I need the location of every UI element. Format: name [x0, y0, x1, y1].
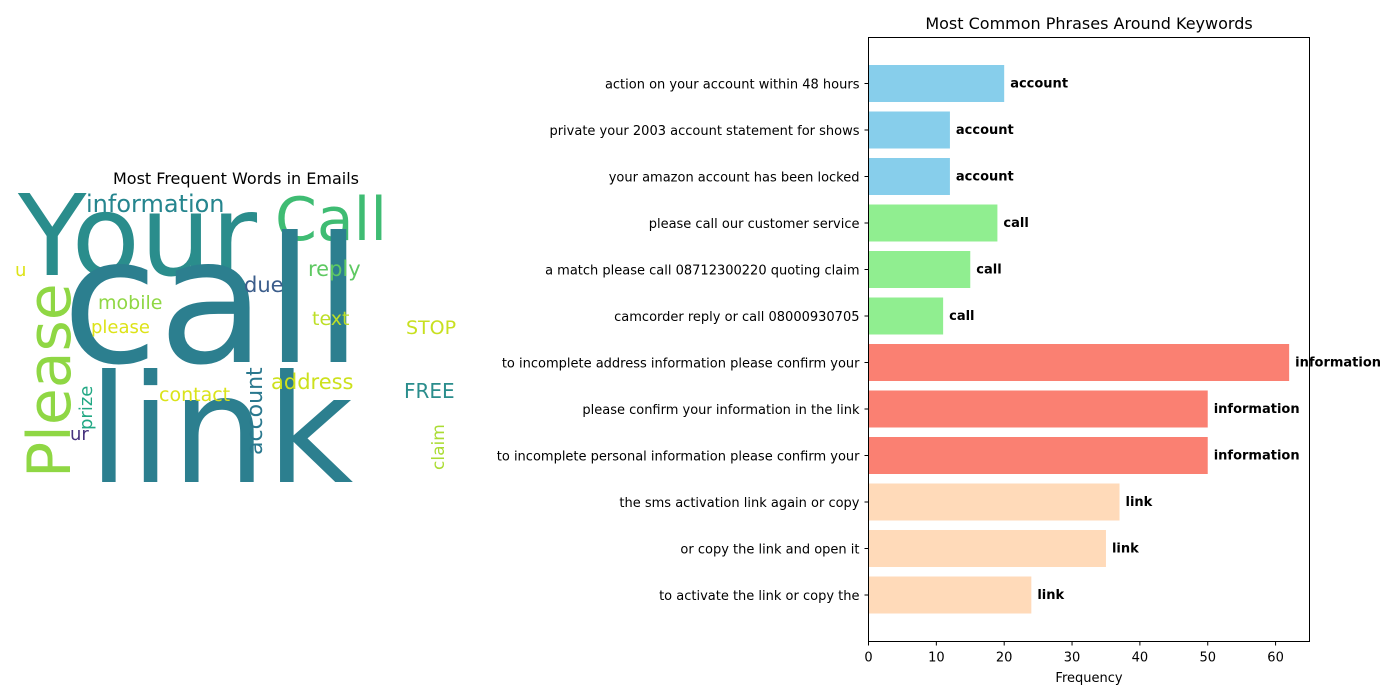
bar-label-7: information [1295, 356, 1381, 371]
bar-label-6: call [949, 309, 974, 324]
bar-label-3: account [956, 170, 1014, 185]
x-axis-label: Frequency [1055, 671, 1122, 686]
x-tick-label-60: 60 [1267, 651, 1284, 666]
wordcloud-word-ur: ur [70, 424, 89, 445]
wordcloud-title: Most Frequent Words in Emails [113, 169, 359, 188]
y-tick-label-10: the sms activation link again or copy [619, 496, 859, 511]
wordcloud-word-please: please [91, 317, 150, 338]
wordcloud-word-due: due [244, 273, 284, 297]
y-tick-label-8: please confirm your information in the l… [582, 403, 860, 418]
bar-label-10: link [1126, 495, 1153, 510]
bar-6 [868, 297, 944, 335]
wordcloud-word-prize: prize [76, 386, 97, 430]
wordcloud-word-text: text [312, 308, 350, 330]
wordcloud-word-free: FREE [404, 379, 455, 403]
bar-label-4: call [1003, 216, 1028, 231]
chart-title: Most Common Phrases Around Keywords [925, 14, 1252, 33]
bar-8 [868, 390, 1208, 428]
y-tick-label-11: or copy the link and open it [680, 543, 859, 558]
plot-frame [868, 37, 1310, 642]
y-tick-label-6: camcorder reply or call 08000930705 [614, 310, 859, 325]
bar-labels: account account account call call call informa… [949, 77, 1381, 604]
bar-7 [868, 344, 1290, 381]
wordcloud-word-claim: claim [429, 424, 449, 470]
bar-9 [868, 437, 1208, 474]
wordcloud-word-contact: contact [159, 384, 230, 406]
wordcloud-word-stop: STOP [406, 317, 456, 339]
wordcloud-word-your: Your [17, 172, 258, 302]
wordcloud-word-reply: reply [308, 257, 361, 281]
bar-10 [868, 483, 1120, 521]
bar-2 [868, 111, 950, 149]
y-tick-label-1: action on your account within 48 hours [605, 78, 860, 93]
y-tick-label-7: to incomplete address information please… [502, 357, 860, 372]
wordcloud-word-mobile: mobile [98, 292, 162, 314]
bars [868, 65, 1290, 614]
x-tick-label-0: 0 [864, 651, 872, 666]
bar-label-8: information [1214, 402, 1300, 417]
bar-label-5: call [976, 263, 1001, 278]
bar-4 [868, 204, 998, 242]
bar-label-2: account [956, 123, 1014, 138]
wordcloud-word-please: Please [15, 283, 85, 478]
y-axis-ticks: action on your account within 48 hours pr… [497, 78, 869, 604]
bar-label-1: account [1010, 77, 1068, 92]
y-tick-label-3: your amazon account has been locked [609, 171, 860, 186]
y-tick-label-4: please call our customer service [649, 217, 860, 232]
bar-11 [868, 530, 1106, 567]
barchart-panel: Most Common Phrases Around Keywords acti… [497, 14, 1381, 686]
wordcloud-word-call: Call [275, 185, 387, 255]
bar-label-11: link [1112, 542, 1139, 557]
wordcloud-panel: Most Frequent Words in Emails Your Callca… [15, 169, 456, 518]
x-tick-label-10: 10 [928, 651, 945, 666]
x-tick-label-40: 40 [1132, 651, 1149, 666]
bar-1 [868, 65, 1005, 102]
bar-5 [868, 251, 971, 288]
y-tick-label-2: private your 2003 account statement for … [549, 124, 859, 139]
wordcloud-word-account: account [243, 367, 268, 455]
wordcloud-word-call: call [62, 201, 363, 404]
wordcloud-word-u: u [15, 260, 26, 281]
y-tick-label-12: to activate the link or copy the [659, 589, 859, 604]
bar-3 [868, 158, 950, 195]
x-tick-label-30: 30 [1064, 651, 1081, 666]
y-tick-label-5: a match please call 08712300220 quoting … [545, 264, 859, 279]
bar-12 [868, 576, 1032, 614]
y-tick-label-9: to incomplete personal information pleas… [497, 450, 860, 465]
bar-label-12: link [1037, 588, 1064, 603]
wordcloud-word-address: address [271, 370, 354, 394]
wordcloud-word-link: link [88, 344, 353, 518]
bar-label-9: information [1214, 449, 1300, 464]
wordcloud-word-information: information [86, 190, 225, 218]
x-tick-label-20: 20 [996, 651, 1013, 666]
x-tick-label-50: 50 [1199, 651, 1216, 666]
x-axis-ticks: 0 10 20 30 40 50 60 [864, 641, 1284, 666]
